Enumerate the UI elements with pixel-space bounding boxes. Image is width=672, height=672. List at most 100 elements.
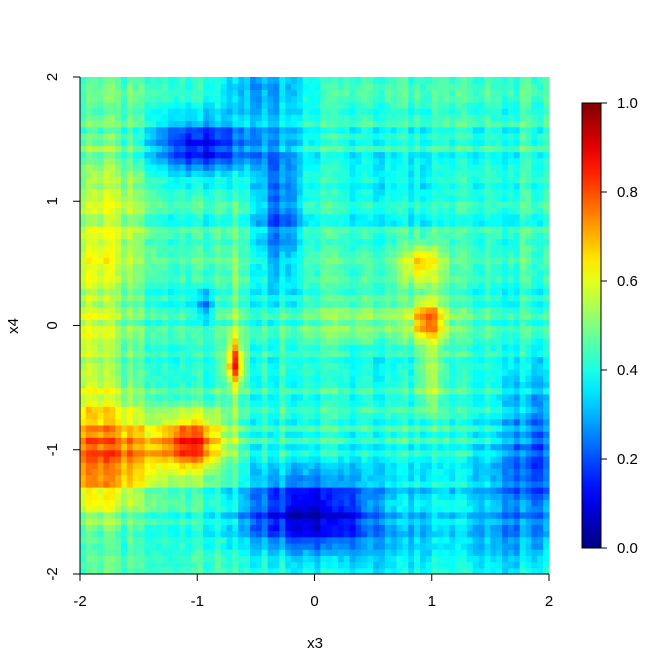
heatmap-cell xyxy=(138,151,146,159)
heatmap-cell xyxy=(267,418,275,426)
heatmap-cell xyxy=(132,462,140,469)
heatmap-cell xyxy=(308,282,316,289)
heatmap-cell xyxy=(343,524,351,532)
heatmap-cell xyxy=(115,288,122,296)
heatmap-cell xyxy=(361,219,368,227)
heatmap-cell xyxy=(343,282,351,289)
heatmap-cell xyxy=(332,89,339,97)
heatmap-cell xyxy=(414,275,421,283)
heatmap-cell xyxy=(185,114,192,122)
heatmap-cell xyxy=(156,188,163,196)
heatmap-cell xyxy=(173,455,181,463)
heatmap-cell xyxy=(103,226,110,233)
heatmap-cell xyxy=(103,431,110,438)
heatmap-cell xyxy=(308,269,316,277)
heatmap-cell xyxy=(91,219,99,227)
heatmap-cell xyxy=(255,188,263,196)
heatmap-cell xyxy=(250,468,257,476)
heatmap-cell xyxy=(431,108,439,115)
heatmap-cell xyxy=(402,468,409,476)
heatmap-cell xyxy=(431,325,439,333)
heatmap-cell xyxy=(208,455,216,463)
heatmap-cell xyxy=(390,487,398,494)
heatmap-cell xyxy=(208,114,216,122)
heatmap-cell xyxy=(144,132,151,140)
heatmap-cell xyxy=(349,356,357,364)
heatmap-cell xyxy=(378,188,386,196)
heatmap-cell xyxy=(373,337,380,345)
heatmap-cell xyxy=(267,455,275,463)
heatmap-cell xyxy=(138,406,146,414)
heatmap-cell xyxy=(279,499,286,507)
heatmap-cell xyxy=(97,195,105,202)
heatmap-cell xyxy=(367,344,374,351)
heatmap-cell xyxy=(296,282,304,289)
heatmap-cell xyxy=(384,474,392,482)
heatmap-cell xyxy=(244,188,251,196)
heatmap-cell xyxy=(173,524,181,532)
heatmap-cell xyxy=(343,182,351,190)
heatmap-cell xyxy=(121,313,128,320)
heatmap-cell xyxy=(302,449,310,457)
heatmap-cell xyxy=(138,387,146,395)
heatmap-cell xyxy=(132,244,140,252)
heatmap-cell xyxy=(250,83,257,91)
heatmap-cell xyxy=(390,449,398,457)
heatmap-cell xyxy=(279,232,286,240)
heatmap-cell xyxy=(208,163,216,171)
heatmap-cell xyxy=(244,524,251,532)
heatmap-cell xyxy=(425,375,433,383)
heatmap-cell xyxy=(384,157,392,165)
heatmap-cell xyxy=(232,536,239,544)
heatmap-cell xyxy=(431,331,439,339)
heatmap-cell xyxy=(332,83,339,91)
heatmap-cell xyxy=(396,95,404,103)
heatmap-cell xyxy=(244,412,251,420)
heatmap-cell xyxy=(232,518,239,525)
heatmap-cell xyxy=(378,449,386,457)
heatmap-cell xyxy=(373,406,380,414)
heatmap-cell xyxy=(226,108,234,115)
heatmap-cell xyxy=(103,462,110,469)
heatmap-cell xyxy=(425,95,433,103)
heatmap-cell xyxy=(232,530,239,538)
heatmap-cell xyxy=(337,213,345,221)
heatmap-cell xyxy=(373,238,380,246)
heatmap-cell xyxy=(173,176,181,184)
heatmap-cell xyxy=(103,567,110,575)
heatmap-cell xyxy=(232,331,239,339)
heatmap-cell xyxy=(80,226,87,233)
heatmap-cell xyxy=(144,387,151,395)
heatmap-cell xyxy=(173,418,181,426)
heatmap-cell xyxy=(378,536,386,544)
heatmap-cell xyxy=(238,219,245,227)
heatmap-cell xyxy=(420,511,427,519)
heatmap-cell xyxy=(349,120,357,128)
heatmap-cell xyxy=(103,120,110,128)
heatmap-cell xyxy=(203,275,210,283)
heatmap-cell xyxy=(408,151,415,159)
heatmap-cell xyxy=(220,443,228,451)
heatmap-cell xyxy=(179,337,187,345)
heatmap-cell xyxy=(185,400,192,407)
heatmap-cell xyxy=(126,250,134,258)
heatmap-cell xyxy=(367,269,374,277)
heatmap-cell xyxy=(378,250,386,258)
heatmap-cell xyxy=(296,238,304,246)
heatmap-cell xyxy=(179,182,187,190)
heatmap-cell xyxy=(150,561,157,569)
heatmap-cell xyxy=(349,474,357,482)
heatmap-cell xyxy=(162,157,169,165)
heatmap-cell xyxy=(361,344,368,351)
heatmap-cell xyxy=(396,195,404,202)
heatmap-cell xyxy=(402,368,409,376)
heatmap-cell xyxy=(367,250,374,258)
heatmap-cell xyxy=(191,313,198,320)
heatmap-cell xyxy=(91,89,99,97)
heatmap-cell xyxy=(273,437,280,445)
heatmap-cell xyxy=(232,300,239,308)
heatmap-cell xyxy=(238,530,245,538)
heatmap-cell xyxy=(185,511,192,519)
heatmap-cell xyxy=(126,474,134,482)
heatmap-cell xyxy=(384,257,392,264)
